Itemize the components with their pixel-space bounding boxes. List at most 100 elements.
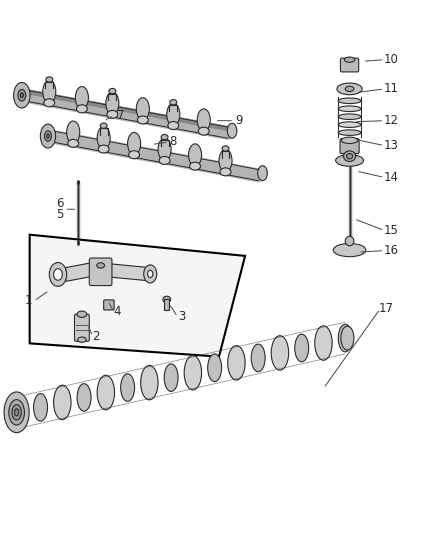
Ellipse shape <box>315 326 332 360</box>
Ellipse shape <box>338 98 361 103</box>
Ellipse shape <box>338 130 361 135</box>
Ellipse shape <box>10 395 28 430</box>
Ellipse shape <box>14 409 19 416</box>
Ellipse shape <box>341 137 358 143</box>
Text: 8: 8 <box>170 135 177 148</box>
Ellipse shape <box>168 122 179 130</box>
Ellipse shape <box>336 155 364 166</box>
Ellipse shape <box>188 144 201 166</box>
Bar <box>164 300 170 310</box>
Ellipse shape <box>43 80 56 103</box>
Text: 1: 1 <box>25 294 32 308</box>
Ellipse shape <box>9 400 25 425</box>
Ellipse shape <box>97 375 115 410</box>
Ellipse shape <box>228 345 245 380</box>
FancyBboxPatch shape <box>89 258 112 286</box>
Ellipse shape <box>68 139 79 147</box>
Ellipse shape <box>338 114 361 119</box>
Ellipse shape <box>77 311 87 317</box>
Ellipse shape <box>197 109 210 131</box>
Ellipse shape <box>338 324 352 352</box>
Ellipse shape <box>14 83 30 108</box>
Ellipse shape <box>158 138 171 160</box>
Ellipse shape <box>77 384 91 411</box>
Ellipse shape <box>251 344 265 372</box>
Ellipse shape <box>184 356 201 390</box>
Ellipse shape <box>53 269 62 280</box>
Ellipse shape <box>338 106 361 111</box>
Ellipse shape <box>78 337 86 342</box>
Ellipse shape <box>136 98 149 120</box>
Text: 16: 16 <box>383 244 399 257</box>
Ellipse shape <box>198 127 209 135</box>
Ellipse shape <box>45 131 51 141</box>
Text: 4: 4 <box>113 305 120 318</box>
Ellipse shape <box>129 151 140 159</box>
Text: 14: 14 <box>383 171 399 184</box>
Ellipse shape <box>219 150 232 172</box>
Ellipse shape <box>49 263 67 286</box>
Ellipse shape <box>120 374 134 401</box>
Ellipse shape <box>106 92 119 115</box>
Ellipse shape <box>333 244 366 257</box>
Ellipse shape <box>343 151 356 161</box>
Text: 13: 13 <box>384 139 398 152</box>
Ellipse shape <box>75 86 88 109</box>
Ellipse shape <box>167 103 180 126</box>
Text: 9: 9 <box>235 114 242 127</box>
Ellipse shape <box>34 393 47 421</box>
Ellipse shape <box>161 134 168 140</box>
Text: 3: 3 <box>178 310 186 324</box>
Text: 10: 10 <box>384 53 398 66</box>
Ellipse shape <box>18 90 26 101</box>
Ellipse shape <box>97 127 110 149</box>
Ellipse shape <box>345 236 354 246</box>
FancyBboxPatch shape <box>104 300 114 310</box>
Ellipse shape <box>164 364 178 391</box>
Ellipse shape <box>170 100 177 105</box>
Text: 17: 17 <box>379 302 394 316</box>
Ellipse shape <box>271 336 289 370</box>
Polygon shape <box>110 264 149 281</box>
Ellipse shape <box>4 392 29 433</box>
Ellipse shape <box>98 145 109 153</box>
Ellipse shape <box>341 326 354 350</box>
Ellipse shape <box>227 123 237 138</box>
Text: 15: 15 <box>384 224 398 237</box>
Ellipse shape <box>163 296 171 303</box>
Ellipse shape <box>258 166 267 181</box>
Ellipse shape <box>46 77 53 82</box>
Ellipse shape <box>20 93 23 98</box>
Ellipse shape <box>44 99 55 107</box>
Ellipse shape <box>12 405 21 420</box>
Ellipse shape <box>100 123 107 128</box>
Ellipse shape <box>344 57 355 62</box>
Ellipse shape <box>47 134 49 138</box>
Text: 6: 6 <box>57 197 64 211</box>
Ellipse shape <box>190 162 201 170</box>
Ellipse shape <box>208 354 222 382</box>
Ellipse shape <box>127 133 141 155</box>
Ellipse shape <box>338 122 361 127</box>
Ellipse shape <box>345 86 354 92</box>
Ellipse shape <box>220 168 231 176</box>
Text: 7: 7 <box>117 109 125 122</box>
Ellipse shape <box>97 263 105 268</box>
FancyBboxPatch shape <box>340 139 359 154</box>
Ellipse shape <box>148 270 153 278</box>
Ellipse shape <box>77 105 87 113</box>
Text: 11: 11 <box>383 83 399 95</box>
Text: 12: 12 <box>383 114 399 127</box>
Text: 2: 2 <box>92 330 100 343</box>
Ellipse shape <box>138 116 148 124</box>
Ellipse shape <box>346 154 353 159</box>
Ellipse shape <box>109 88 116 94</box>
FancyBboxPatch shape <box>340 58 359 72</box>
Ellipse shape <box>67 121 80 143</box>
Ellipse shape <box>337 83 362 95</box>
Ellipse shape <box>295 334 309 362</box>
Ellipse shape <box>107 110 118 118</box>
Ellipse shape <box>159 157 170 164</box>
Ellipse shape <box>141 366 158 400</box>
Ellipse shape <box>40 124 56 148</box>
